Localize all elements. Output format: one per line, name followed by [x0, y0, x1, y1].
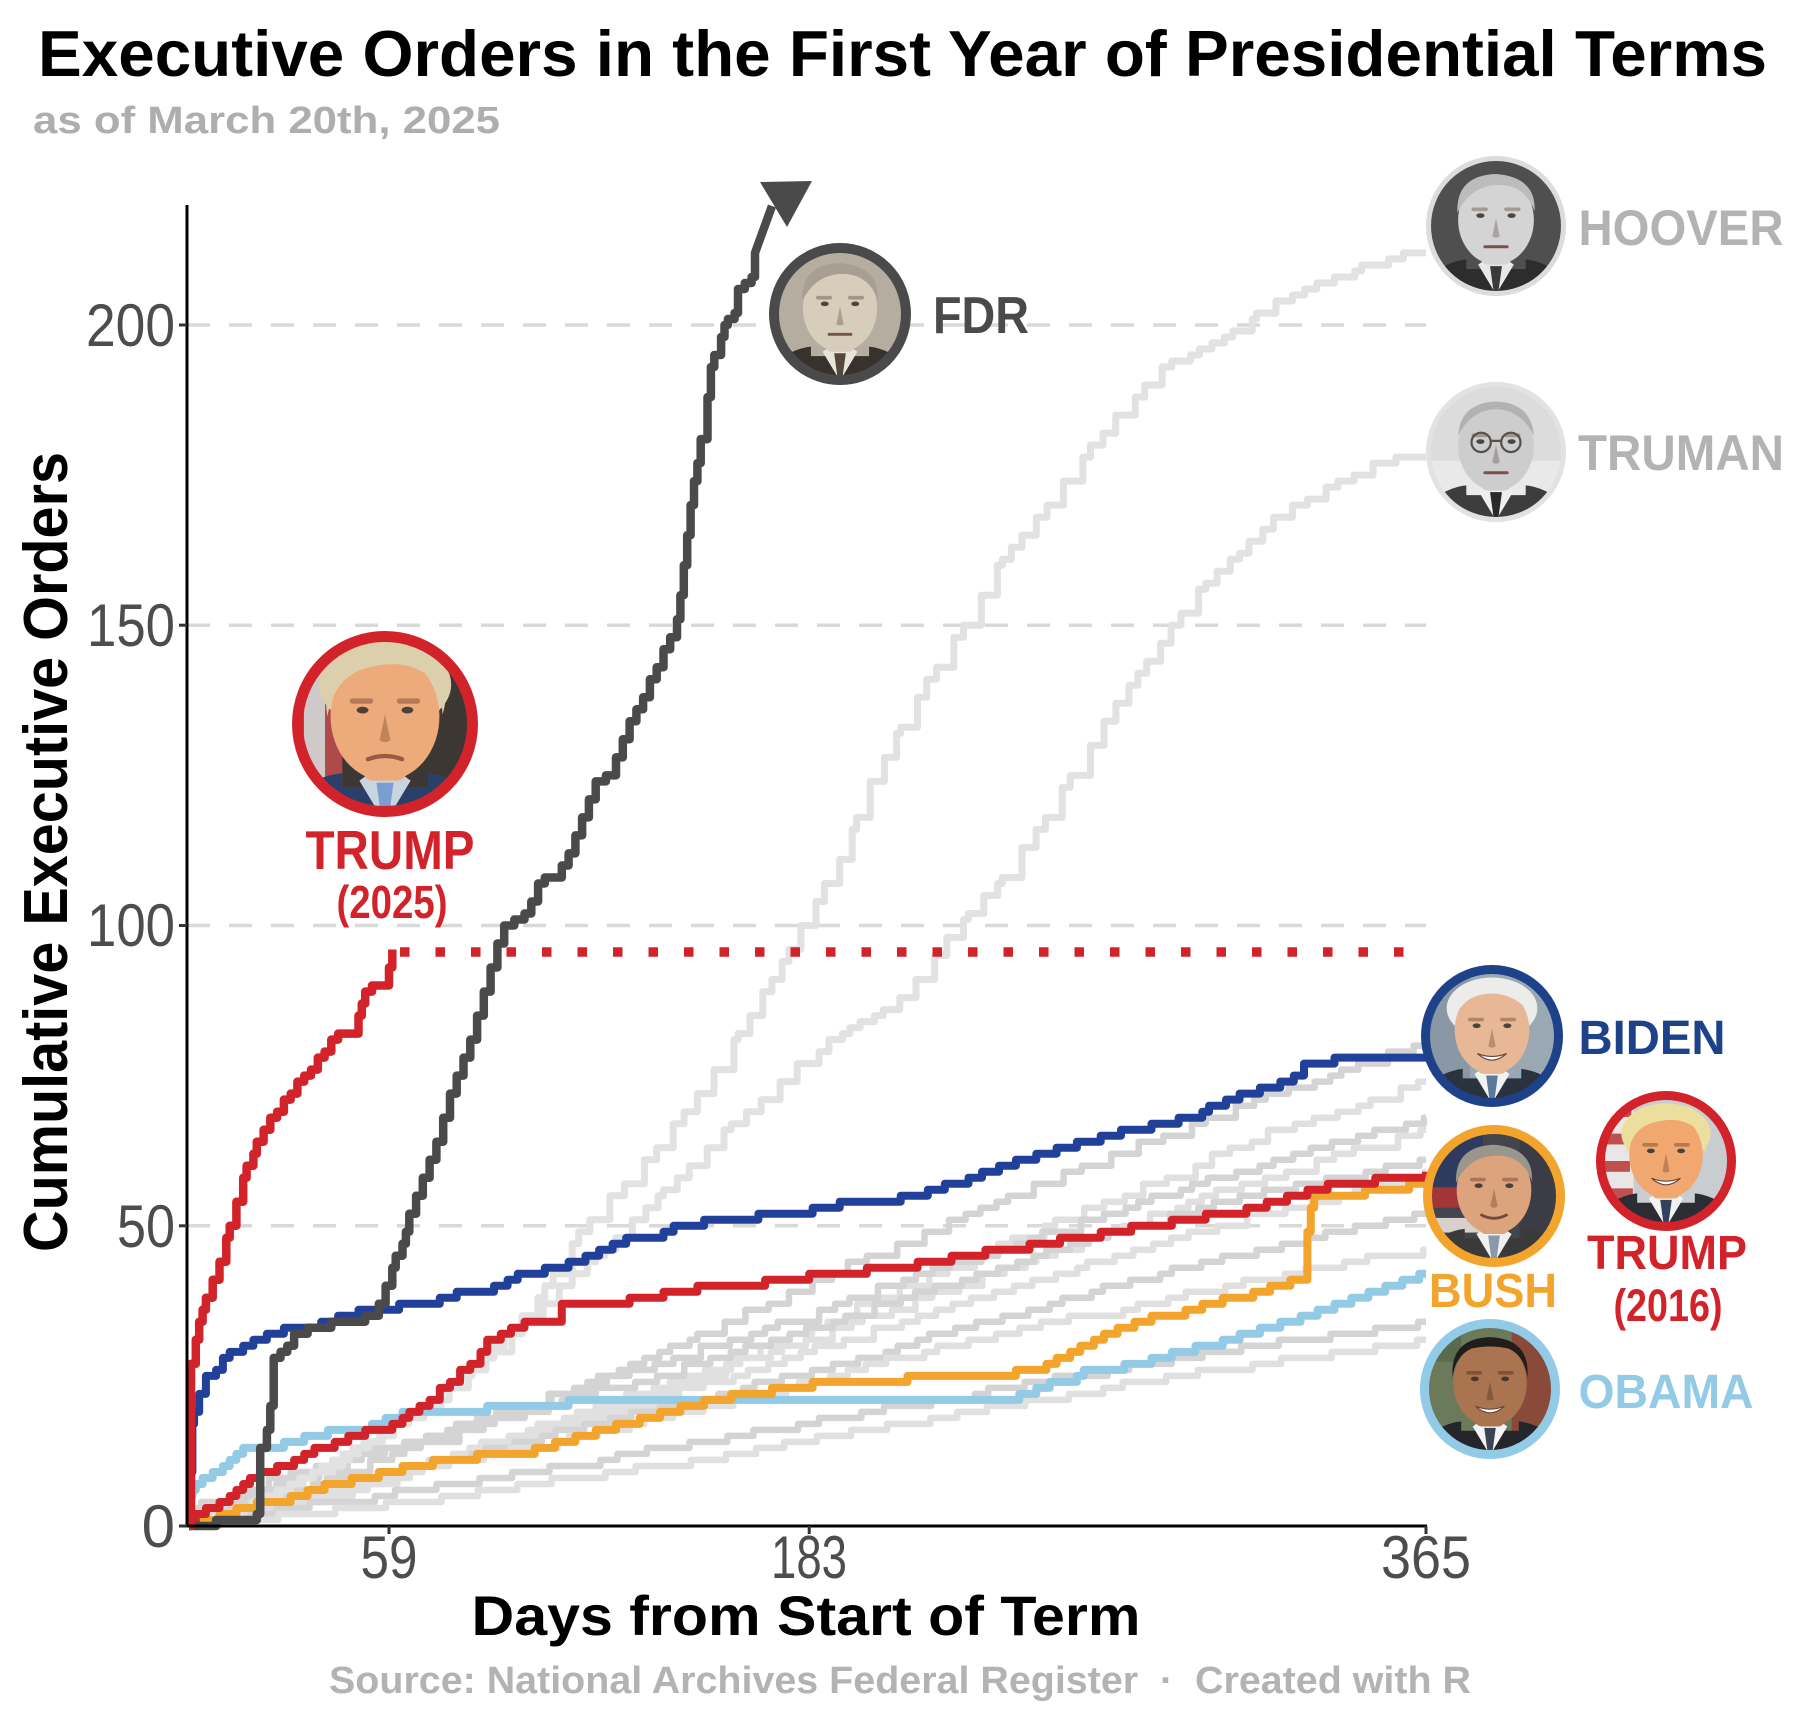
svg-text:Executive Orders in the First: Executive Orders in the First Year of Pr… — [38, 17, 1767, 90]
svg-text:0: 0 — [142, 1493, 175, 1560]
svg-text:Days from Start of Term: Days from Start of Term — [472, 1584, 1141, 1647]
svg-text:BUSH: BUSH — [1429, 1265, 1557, 1318]
svg-text:as of March 20th, 2025: as of March 20th, 2025 — [33, 100, 500, 142]
svg-text:Cumulative Executive Orders: Cumulative Executive Orders — [12, 452, 81, 1252]
svg-text:HOOVER: HOOVER — [1579, 200, 1784, 256]
svg-text:100: 100 — [87, 892, 175, 959]
svg-text:(2025): (2025) — [337, 876, 448, 928]
svg-text:(2016): (2016) — [1614, 1280, 1723, 1331]
svg-text:50: 50 — [117, 1193, 175, 1260]
svg-text:BIDEN: BIDEN — [1579, 1012, 1726, 1065]
svg-text:Source: National Archives Fede: Source: National Archives Federal Regist… — [329, 1660, 1471, 1702]
svg-text:59: 59 — [361, 1524, 418, 1591]
svg-text:150: 150 — [87, 592, 175, 659]
svg-text:365: 365 — [1381, 1524, 1471, 1591]
svg-text:TRUMP: TRUMP — [306, 819, 475, 881]
svg-text:OBAMA: OBAMA — [1579, 1366, 1754, 1419]
svg-text:TRUMAN: TRUMAN — [1578, 425, 1784, 481]
svg-text:FDR: FDR — [933, 287, 1029, 345]
svg-text:TRUMP: TRUMP — [1587, 1227, 1747, 1280]
svg-text:200: 200 — [86, 292, 175, 359]
svg-text:183: 183 — [771, 1524, 847, 1591]
